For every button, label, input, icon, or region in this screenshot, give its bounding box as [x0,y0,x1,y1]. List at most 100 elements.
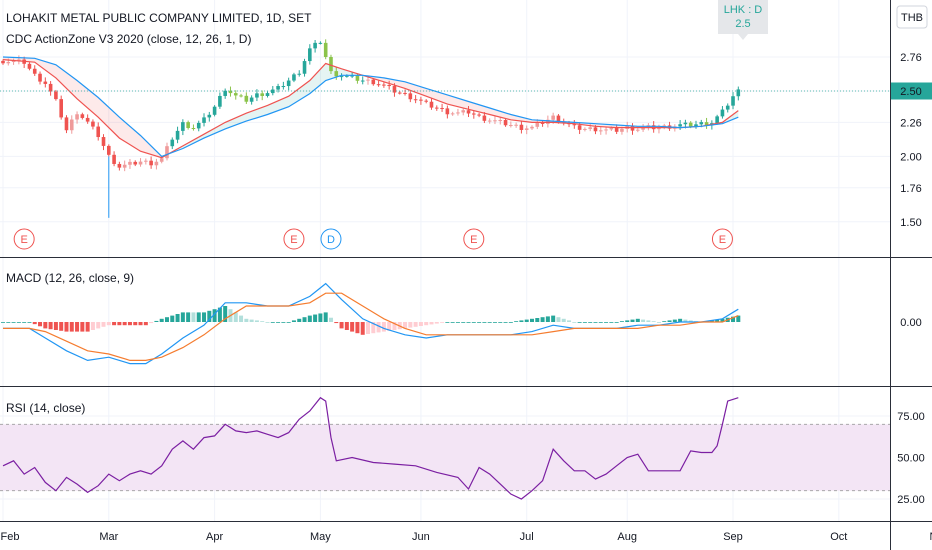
macd-bar [604,322,609,323]
candle [424,99,428,104]
macd-bar [567,320,572,322]
macd-bar [143,322,148,326]
candle [408,91,413,103]
macd-bar [22,322,27,323]
candle-body [699,122,704,125]
currency-box[interactable] [896,5,928,29]
macd-bar [387,322,392,331]
candle-body [96,126,101,138]
candle [181,119,185,136]
candle [101,134,106,151]
macd-bar [440,322,445,323]
candle [360,76,365,85]
candle [276,83,280,93]
candle-body [239,95,243,97]
candle-body [487,120,492,122]
candle-body [186,122,190,129]
macd-bar [217,307,222,322]
candle [461,108,466,116]
candle-body [519,124,524,130]
macd-bar [43,322,48,329]
macd-bar [715,319,720,322]
macd-bar [254,320,259,322]
candle-body [6,62,11,64]
ema-cloud-segment [283,96,289,109]
candle [281,81,286,90]
candle [69,115,74,134]
rsi-tick-label: 25.00 [897,494,925,506]
candle [54,89,58,101]
macd-bar [403,322,408,329]
candle-body [149,160,153,166]
candle [292,72,296,83]
candle-body [339,76,344,78]
candle-body [276,86,280,90]
macd-bar [164,317,169,322]
candle-body [128,161,132,165]
macd-bar [244,318,249,322]
candle-body [17,59,21,61]
candle-body [218,95,222,107]
macd-bar [53,322,58,330]
candle-body [429,101,434,108]
ema-cloud-segment [489,108,495,116]
ema-cloud-segment [71,76,78,99]
ema-cloud-segment [415,85,421,95]
candle [265,91,270,98]
candle [403,89,407,96]
candle [133,160,138,167]
macd-bar [149,322,154,324]
candle-body [450,113,455,115]
candle [228,86,233,97]
candle-body [382,84,386,86]
candle-body [736,89,741,97]
candle-body [657,127,661,130]
event-marker-circle [463,228,485,250]
macd-bar [16,322,21,323]
candle [313,40,317,53]
ema-cloud-segment [410,83,416,93]
macd-bar [6,322,11,323]
rsi-series-line [2,396,739,500]
candle-body [683,122,688,125]
candle-body [461,110,466,113]
candle [514,122,518,128]
candle-body [688,122,693,127]
macd-bar [471,322,476,323]
macd-bar [646,320,651,322]
candle-body [535,122,540,127]
macd-bar [582,322,587,323]
ema-cloud-segment [262,105,268,117]
macd-bar [355,322,360,334]
symbol-tooltip: LHK : D 2.5 [718,0,768,40]
macd-bar [96,322,101,329]
candle [122,160,127,172]
candle-body [530,126,534,129]
macd-bar [323,312,328,322]
candle-body [731,96,735,106]
rsi-tick-label: 75.00 [897,411,925,423]
candle [456,108,460,116]
ema-cloud-segment [399,80,406,89]
macd-bar [59,322,64,331]
candle-body [725,105,730,110]
candle-body [64,117,69,131]
macd-bar [408,322,413,328]
candle [196,120,201,132]
price-tick-label: 2.26 [900,117,921,129]
candle-body [165,146,169,159]
candle [472,110,476,119]
macd-bar [450,322,455,323]
rsi-pane[interactable] [0,396,890,500]
candle [75,111,79,124]
candle [91,119,95,130]
price-scale[interactable]: 2.76 2.26 2.00 1.76 1.50 0.00 75.00 50.00 25.00 [897,52,925,506]
macd-bar [138,322,143,326]
macd-pane[interactable] [1,282,741,365]
time-axis[interactable]: FebMarAprMayJunJulAugSepOctNovDec2021 [1,531,932,543]
candle [725,103,730,113]
candle-body [223,90,227,96]
